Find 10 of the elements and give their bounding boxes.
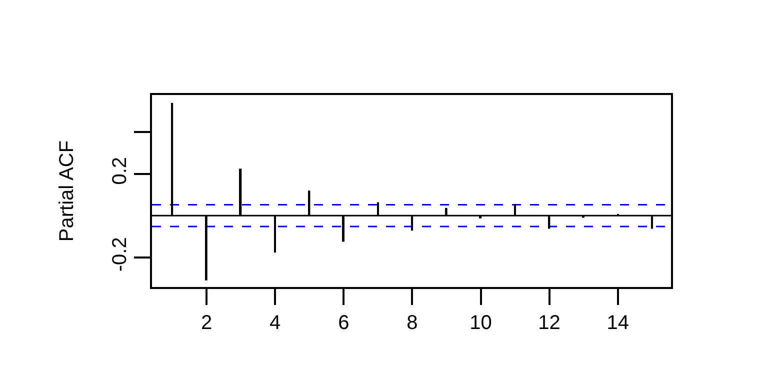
y-axis-title: Partial ACF [56, 140, 78, 242]
x-tick-label: 14 [606, 312, 629, 334]
x-tick-label: 12 [538, 312, 560, 334]
x-tick-label: 8 [406, 312, 418, 334]
x-tick-label: 2 [200, 312, 212, 334]
y-tick-label: 0.2 [109, 156, 131, 185]
x-tick-label: 10 [470, 312, 492, 334]
y-tick-label: -0.2 [109, 237, 131, 272]
x-tick-label: 6 [338, 312, 350, 334]
x-tick-label: 4 [270, 312, 281, 334]
